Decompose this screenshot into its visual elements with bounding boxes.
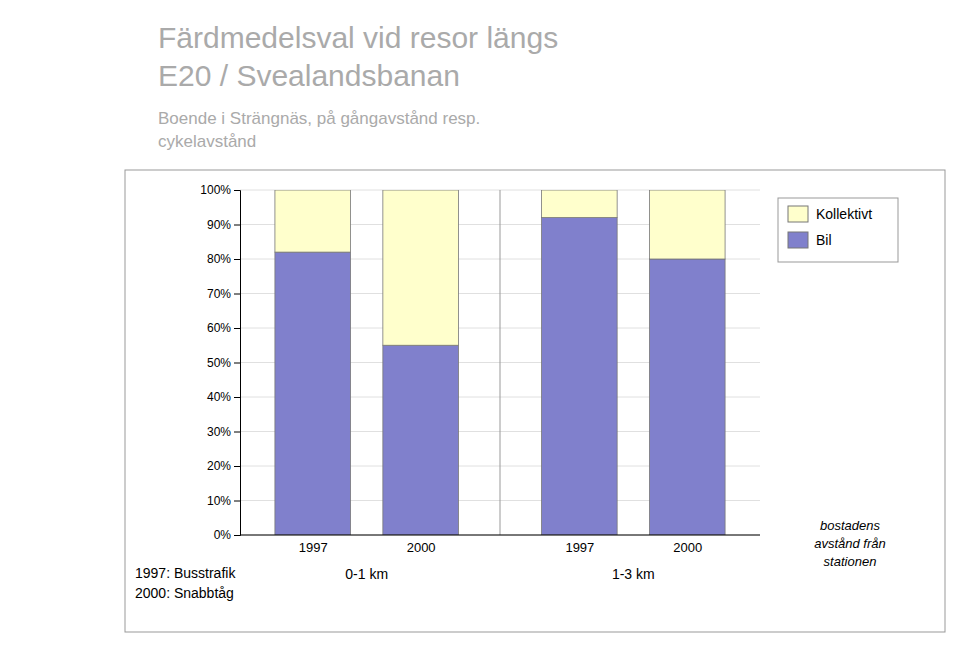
note-right: bostadens xyxy=(820,518,880,533)
bar xyxy=(383,345,459,535)
y-tick: 70% xyxy=(207,287,240,301)
bar xyxy=(650,259,726,535)
bar xyxy=(275,190,351,252)
x-tick: 2000 xyxy=(673,540,702,555)
y-tick-label: 10% xyxy=(207,494,231,508)
legend-label: Kollektivt xyxy=(816,206,872,222)
y-tick: 40% xyxy=(207,390,240,404)
y-tick: 0% xyxy=(214,528,240,542)
y-tick-mark xyxy=(234,225,240,226)
note-left: 2000: Snabbtåg xyxy=(135,585,234,601)
title: E20 / Svealandsbanan xyxy=(158,59,460,92)
y-tick-label: 90% xyxy=(207,218,231,232)
group-label: 0-1 km xyxy=(345,566,388,582)
y-tick: 100% xyxy=(200,183,240,197)
y-tick-mark xyxy=(234,259,240,260)
legend-label: Bil xyxy=(816,232,832,248)
y-tick: 60% xyxy=(207,321,240,335)
subtitle: cykelavstånd xyxy=(158,132,256,151)
y-tick-mark xyxy=(234,397,240,398)
y-tick-label: 50% xyxy=(207,356,231,370)
y-tick-mark xyxy=(234,466,240,467)
y-tick-label: 100% xyxy=(200,183,231,197)
legend-swatch xyxy=(788,232,808,248)
bar xyxy=(275,252,351,535)
grid-line xyxy=(240,535,760,536)
legend-swatch xyxy=(788,206,808,222)
y-tick: 50% xyxy=(207,356,240,370)
legend-item: Kollektivt xyxy=(788,206,872,222)
x-tick: 2000 xyxy=(407,540,436,555)
note-left: 1997: Busstrafik xyxy=(135,565,236,581)
y-tick-mark xyxy=(234,328,240,329)
y-tick-label: 20% xyxy=(207,459,231,473)
y-tick-mark xyxy=(234,190,240,191)
group-divider xyxy=(500,190,501,535)
bar xyxy=(650,190,726,259)
y-tick-mark xyxy=(234,363,240,364)
y-tick-label: 40% xyxy=(207,390,231,404)
legend-item: Bil xyxy=(788,232,832,248)
note-right: avstånd från xyxy=(814,536,886,551)
bar xyxy=(542,190,618,218)
outer-frame xyxy=(125,170,945,632)
chart-root: Färdmedelsval vid resor längs E20 / Sveal… xyxy=(0,0,960,648)
grid xyxy=(240,190,760,535)
note-right: stationen xyxy=(824,554,877,569)
y-tick-mark xyxy=(234,501,240,502)
x-tick: 1997 xyxy=(565,540,594,555)
x-axis-line xyxy=(240,535,760,536)
x-tick-label: 2000 xyxy=(673,540,702,555)
x-tick-label: 2000 xyxy=(407,540,436,555)
y-tick-label: 30% xyxy=(207,425,231,439)
y-tick-label: 0% xyxy=(214,528,232,542)
y-tick-mark xyxy=(234,432,240,433)
y-tick: 30% xyxy=(207,425,240,439)
y-tick: 10% xyxy=(207,494,240,508)
x-tick: 1997 xyxy=(299,540,328,555)
plot: 0% 10% 20% 30% 40% 50% 60% 70% 80% 90% 100% 1997 200… xyxy=(200,183,760,582)
subtitle: Boende i Strängnäs, på gångavstånd resp. xyxy=(158,109,480,128)
x-axis: 1997 2000 1997 2000 xyxy=(299,540,703,555)
y-tick: 20% xyxy=(207,459,240,473)
x-tick-label: 1997 xyxy=(299,540,328,555)
y-axis: 0% 10% 20% 30% 40% 50% 60% 70% 80% 90% 100% xyxy=(200,183,240,542)
y-tick: 80% xyxy=(207,252,240,266)
legend-frame xyxy=(778,198,898,262)
y-axis-line xyxy=(234,191,241,536)
bar xyxy=(542,218,618,535)
title: Färdmedelsval vid resor längs xyxy=(158,21,558,54)
bars xyxy=(275,190,725,535)
bar xyxy=(383,190,459,345)
group-label: 1-3 km xyxy=(612,566,655,582)
y-tick-mark xyxy=(234,294,240,295)
y-tick-mark xyxy=(234,535,240,536)
y-tick-label: 80% xyxy=(207,252,231,266)
y-tick-label: 70% xyxy=(207,287,231,301)
legend: Kollektivt Bil xyxy=(778,198,898,262)
x-tick-label: 1997 xyxy=(565,540,594,555)
y-tick: 90% xyxy=(207,218,240,232)
y-tick-label: 60% xyxy=(207,321,231,335)
